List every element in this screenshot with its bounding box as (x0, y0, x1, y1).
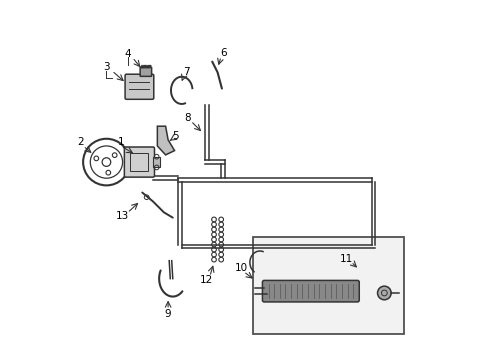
Text: 4: 4 (124, 49, 131, 59)
Text: 1: 1 (117, 138, 124, 147)
Text: 5: 5 (172, 131, 178, 141)
Polygon shape (157, 126, 174, 155)
FancyBboxPatch shape (140, 67, 151, 76)
Bar (130, 153, 148, 171)
FancyBboxPatch shape (124, 147, 154, 177)
Text: 9: 9 (164, 310, 171, 319)
Text: 10: 10 (234, 263, 247, 273)
FancyBboxPatch shape (125, 74, 153, 99)
FancyBboxPatch shape (262, 280, 359, 302)
Text: 2: 2 (77, 138, 84, 147)
Text: 13: 13 (116, 211, 129, 221)
Text: 12: 12 (199, 275, 212, 285)
Circle shape (377, 286, 390, 300)
Text: 8: 8 (183, 113, 190, 123)
Text: 3: 3 (103, 62, 109, 72)
Text: 6: 6 (220, 48, 227, 58)
Text: 11: 11 (339, 254, 352, 264)
Text: 7: 7 (183, 67, 189, 77)
Bar (153, 157, 159, 167)
Bar (253, 237, 403, 334)
